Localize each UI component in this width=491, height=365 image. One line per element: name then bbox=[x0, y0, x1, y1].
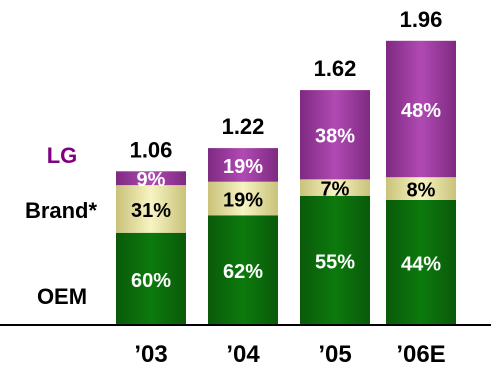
bar-oem-1 bbox=[208, 215, 278, 325]
segment-label: 48% bbox=[401, 100, 441, 122]
legend-label: OEM bbox=[37, 284, 87, 309]
bar-brand-0 bbox=[116, 185, 186, 233]
x-tick-label: ’03 bbox=[134, 341, 167, 365]
x-tick-label: ’05 bbox=[318, 341, 351, 365]
legend-group: LG Brand* OEM bbox=[25, 143, 98, 309]
segment-label: 8% bbox=[407, 180, 436, 202]
bar-oem-0 bbox=[116, 232, 186, 325]
bar-oem-2 bbox=[300, 195, 370, 325]
segment-label: 55% bbox=[315, 251, 355, 273]
bar-brand-1 bbox=[208, 181, 278, 216]
segment-label: 19% bbox=[223, 156, 263, 178]
x-tick-label: ’06E bbox=[396, 341, 445, 365]
bar-total-label: 1.62 bbox=[314, 56, 357, 81]
segment-label: 62% bbox=[223, 261, 263, 283]
bar-lg-0 bbox=[116, 171, 186, 186]
bar-total-label: 1.22 bbox=[222, 114, 265, 139]
segment-label: 7% bbox=[321, 179, 350, 201]
segment-label: 19% bbox=[223, 190, 263, 212]
x-tick-labels: ’03 ’04 ’05 ’06E bbox=[134, 341, 445, 365]
x-tick-label: ’04 bbox=[226, 341, 260, 365]
bar-lg-1 bbox=[208, 148, 278, 182]
bar-lg-2 bbox=[300, 90, 370, 180]
segment-label: 38% bbox=[315, 126, 355, 148]
segment-label: 31% bbox=[131, 200, 171, 222]
legend-label: Brand* bbox=[25, 198, 98, 223]
bar-oem-3 bbox=[386, 199, 456, 325]
segment-label: 44% bbox=[401, 253, 441, 275]
bar-brand-2 bbox=[300, 179, 370, 196]
bar-total-label: 1.06 bbox=[130, 137, 173, 162]
segment-label: 60% bbox=[131, 270, 171, 292]
bar-brand-3 bbox=[386, 177, 456, 200]
bars-group: 60% 31% 9% 62% 19% 19% 55% 7% 38% 44% 8% 48% bbox=[116, 40, 456, 325]
bar-total-label: 1.96 bbox=[400, 7, 443, 32]
bar-lg-3 bbox=[386, 40, 456, 178]
segment-label: 9% bbox=[137, 169, 166, 191]
legend-label: LG bbox=[47, 143, 78, 168]
totals-group: 1.06 1.22 1.62 1.96 bbox=[130, 7, 443, 163]
